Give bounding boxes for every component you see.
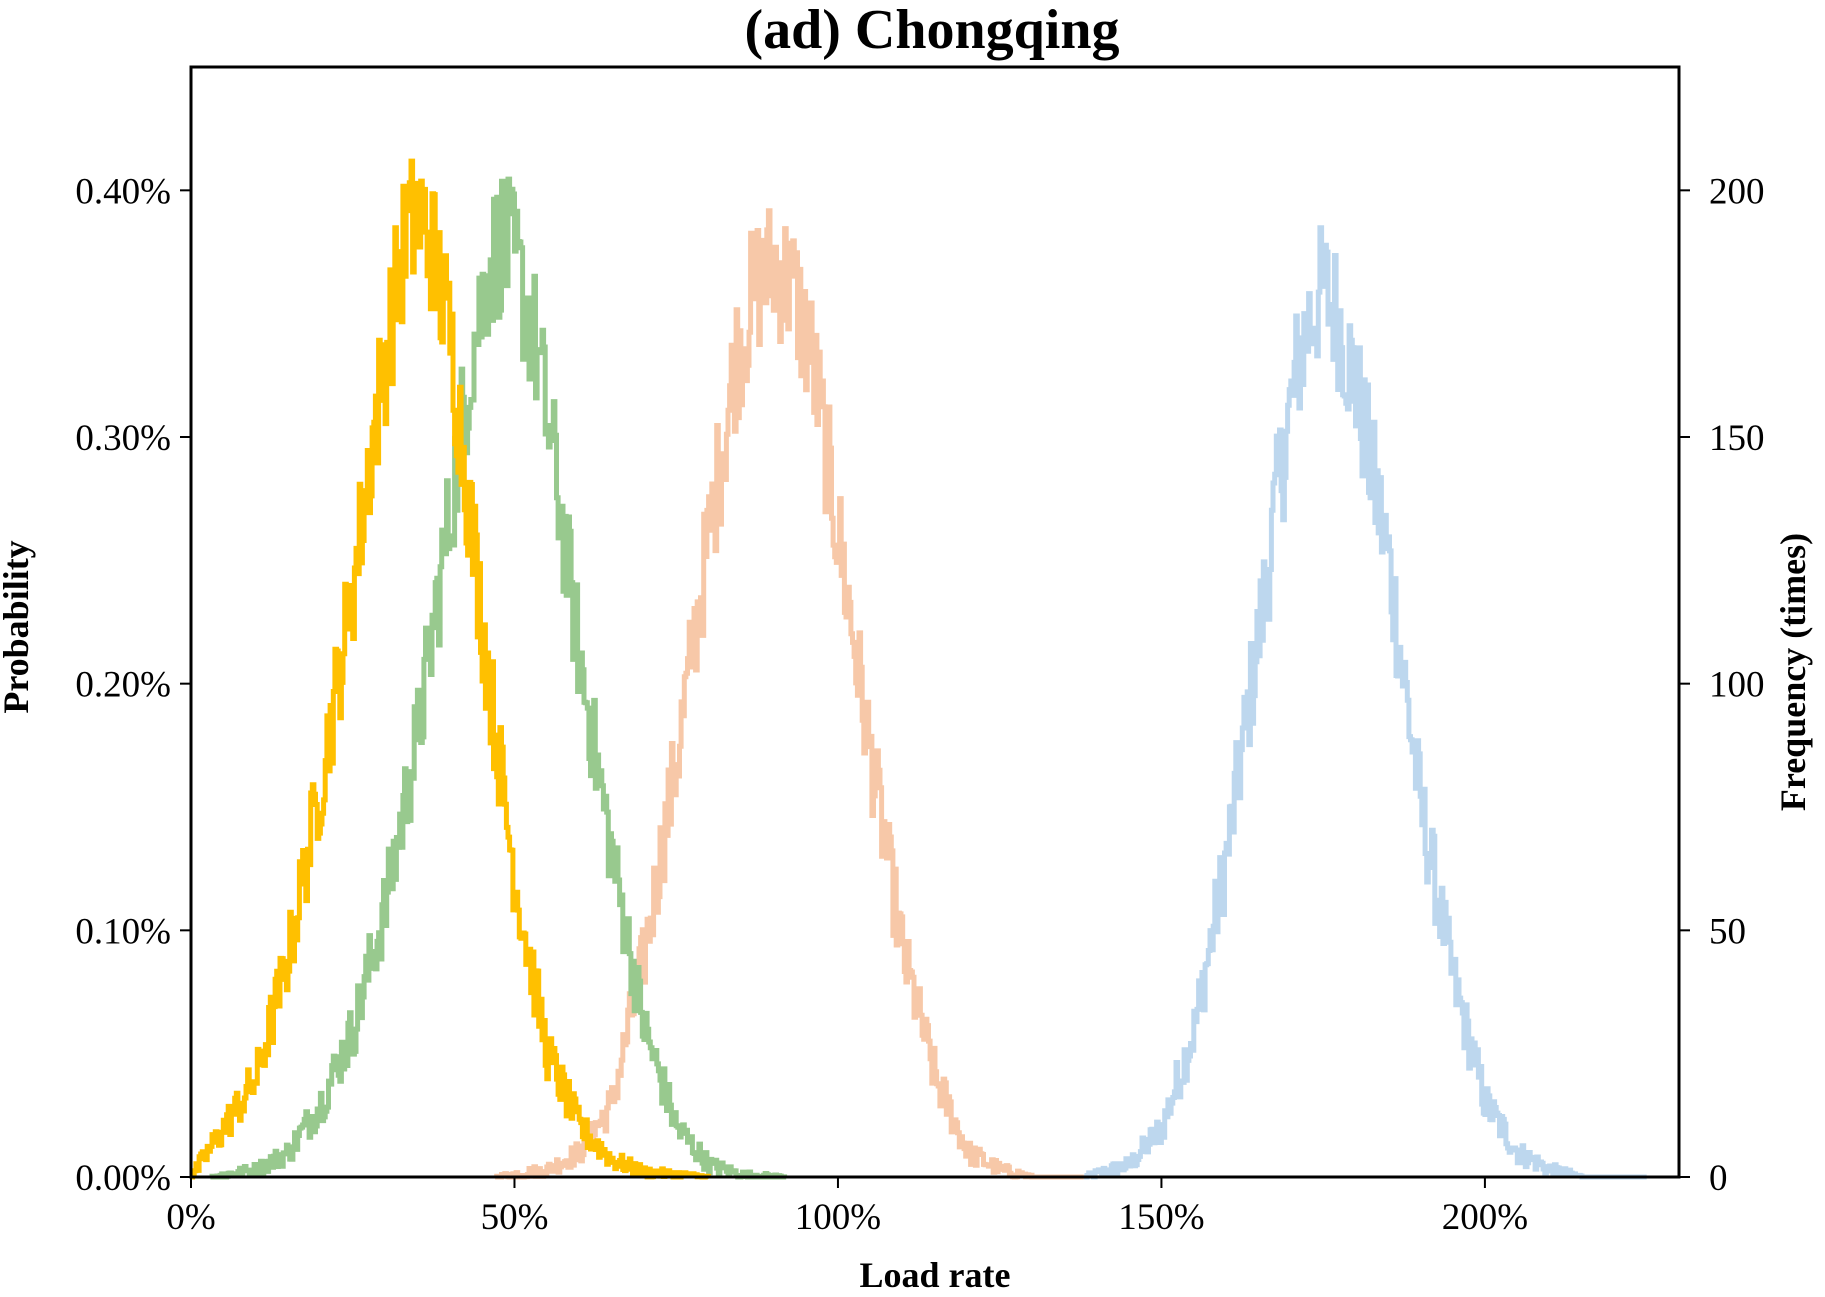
x-tick-label: 50% [481, 1197, 549, 1238]
y-axis-right-label: Frequency (times) [1773, 533, 1813, 811]
x-axis: 0% 50% 100% 150% 200% [166, 1177, 1528, 1238]
x-tick-label: 0% [166, 1197, 215, 1238]
y-right-tick-label: 150 [1709, 418, 1765, 459]
y-tick-label: 0.00% [75, 1158, 171, 1199]
series-line-3 [1083, 225, 1647, 1180]
x-tick-label: 200% [1442, 1197, 1528, 1238]
series-line-1 [209, 176, 788, 1180]
y-axis-right: 0 50 100 150 200 [1679, 171, 1765, 1199]
y-right-tick-label: 200 [1709, 171, 1765, 212]
y-axis-label: Probability [0, 540, 36, 713]
x-axis-label: Load rate [860, 1255, 1011, 1295]
series-line-0 [190, 158, 712, 1180]
series-layer [190, 158, 1647, 1180]
y-tick-label: 0.40% [75, 171, 171, 212]
y-right-tick-label: 50 [1709, 911, 1746, 952]
y-right-tick-label: 0 [1709, 1158, 1728, 1199]
x-tick-label: 100% [795, 1197, 881, 1238]
y-axis-left: 0.00% 0.10% 0.20% 0.30% 0.40% [75, 171, 191, 1199]
y-right-tick-label: 100 [1709, 665, 1765, 706]
x-tick-label: 150% [1118, 1197, 1204, 1238]
y-tick-label: 0.10% [75, 911, 171, 952]
chart-title: (ad) Chongqing [744, 0, 1119, 61]
y-tick-label: 0.30% [75, 418, 171, 459]
y-tick-label: 0.20% [75, 665, 171, 706]
plot-frame [189, 65, 1681, 1179]
